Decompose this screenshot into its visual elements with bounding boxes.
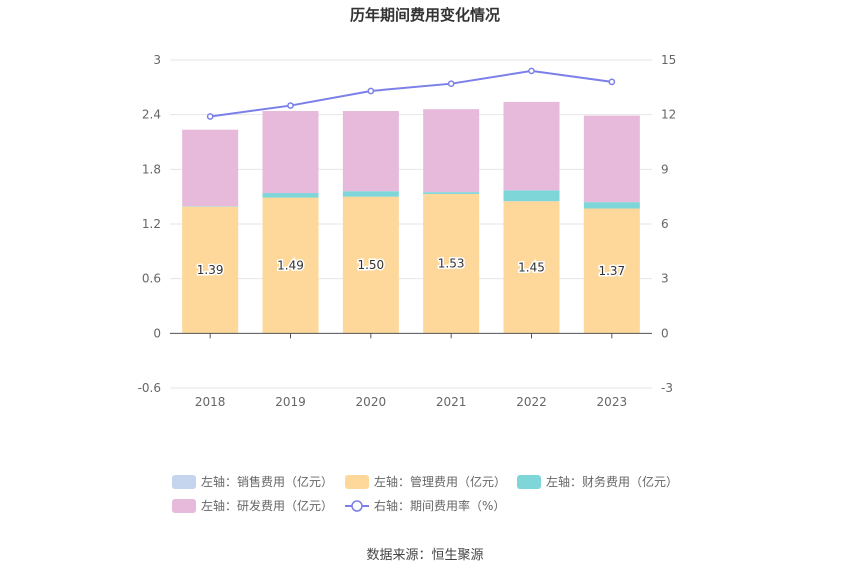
bar-segment (262, 193, 319, 198)
x-tick-label: 2021 (436, 395, 467, 409)
legend-swatch (172, 475, 196, 489)
rate-point (206, 113, 214, 120)
bar-value-label: 1.49 (277, 258, 304, 272)
x-tick-label: 2022 (516, 395, 547, 409)
bar-segment (182, 206, 239, 334)
x-axis: 2018 2019 2020 2021 2022 2023 (170, 332, 652, 409)
rate-point (528, 67, 535, 75)
right-tick-label: 3 (661, 272, 669, 286)
legend-label: 右轴：期间费用率（%） (374, 498, 505, 513)
rate-point (608, 78, 616, 86)
bar-segment (503, 190, 560, 202)
legend-label: 左轴：研发费用（亿元） (201, 498, 333, 513)
right-tick-label: 15 (661, 53, 676, 67)
legend-line-marker (351, 500, 363, 512)
legend: 左轴：销售费用（亿元） 左轴：管理费用（亿元） 左轴：财务费用（亿元） 左轴：研发费用… (172, 474, 678, 513)
bar-segment (583, 115, 640, 203)
bar-segment (342, 196, 399, 334)
legend-label: 左轴：管理费用（亿元） (374, 474, 506, 489)
bar-segment (182, 129, 239, 207)
bar-segment (423, 192, 480, 194)
rate-line-path (210, 69, 612, 118)
left-tick-label: 1.2 (142, 217, 161, 231)
bar-value-label: 1.53 (438, 257, 465, 271)
rate-line (206, 67, 616, 120)
grid (170, 59, 652, 389)
legend-label: 左轴：销售费用（亿元） (201, 474, 333, 489)
source-text: 数据来源：恒生聚源 (366, 548, 483, 563)
left-tick-label: 3 (153, 53, 161, 67)
bar-segment (342, 111, 399, 192)
bar-segment (262, 111, 319, 194)
bar-segment (423, 109, 480, 193)
left-axis: -0.6 0 0.6 1.2 1.8 2.4 3 (138, 53, 161, 395)
chart-title: 历年期间费用变化情况 (350, 6, 500, 24)
bar-segment (503, 101, 560, 191)
right-tick-label: -3 (661, 381, 673, 395)
left-tick-label: -0.6 (138, 381, 161, 395)
left-tick-label: 0.6 (142, 272, 161, 286)
left-tick-label: 0 (153, 326, 161, 340)
rate-point (367, 87, 375, 95)
bar-segment (342, 191, 399, 197)
rate-point (447, 80, 455, 88)
x-tick-label: 2018 (195, 395, 226, 409)
bar-value-label: 1.39 (197, 263, 224, 277)
right-tick-label: 12 (661, 108, 676, 122)
bar-segment (262, 197, 319, 334)
legend-swatch (517, 475, 541, 489)
bar-segment (583, 208, 640, 334)
right-tick-label: 0 (661, 326, 669, 340)
bar-value-label: 1.37 (598, 264, 625, 278)
bar-segment (503, 201, 560, 334)
bars: 1.39 1.49 1.50 1.53 1.45 1.37 (182, 101, 640, 334)
x-tick-label: 2023 (597, 395, 628, 409)
x-tick-label: 2020 (356, 395, 387, 409)
legend-swatch (172, 499, 196, 513)
x-tick-label: 2019 (275, 395, 306, 409)
bar-value-label: 1.45 (518, 260, 545, 274)
rate-point (287, 102, 294, 109)
left-tick-label: 2.4 (142, 108, 161, 122)
left-tick-label: 1.8 (142, 162, 161, 176)
legend-swatch (345, 475, 369, 489)
right-axis: -3 0 3 6 9 12 15 (661, 53, 676, 395)
bar-segment (583, 202, 640, 209)
bar-value-label: 1.50 (357, 258, 384, 272)
right-tick-label: 6 (661, 217, 669, 231)
bar-segment (423, 193, 480, 334)
right-tick-label: 9 (661, 162, 669, 176)
legend-label: 左轴：财务费用（亿元） (546, 474, 678, 489)
